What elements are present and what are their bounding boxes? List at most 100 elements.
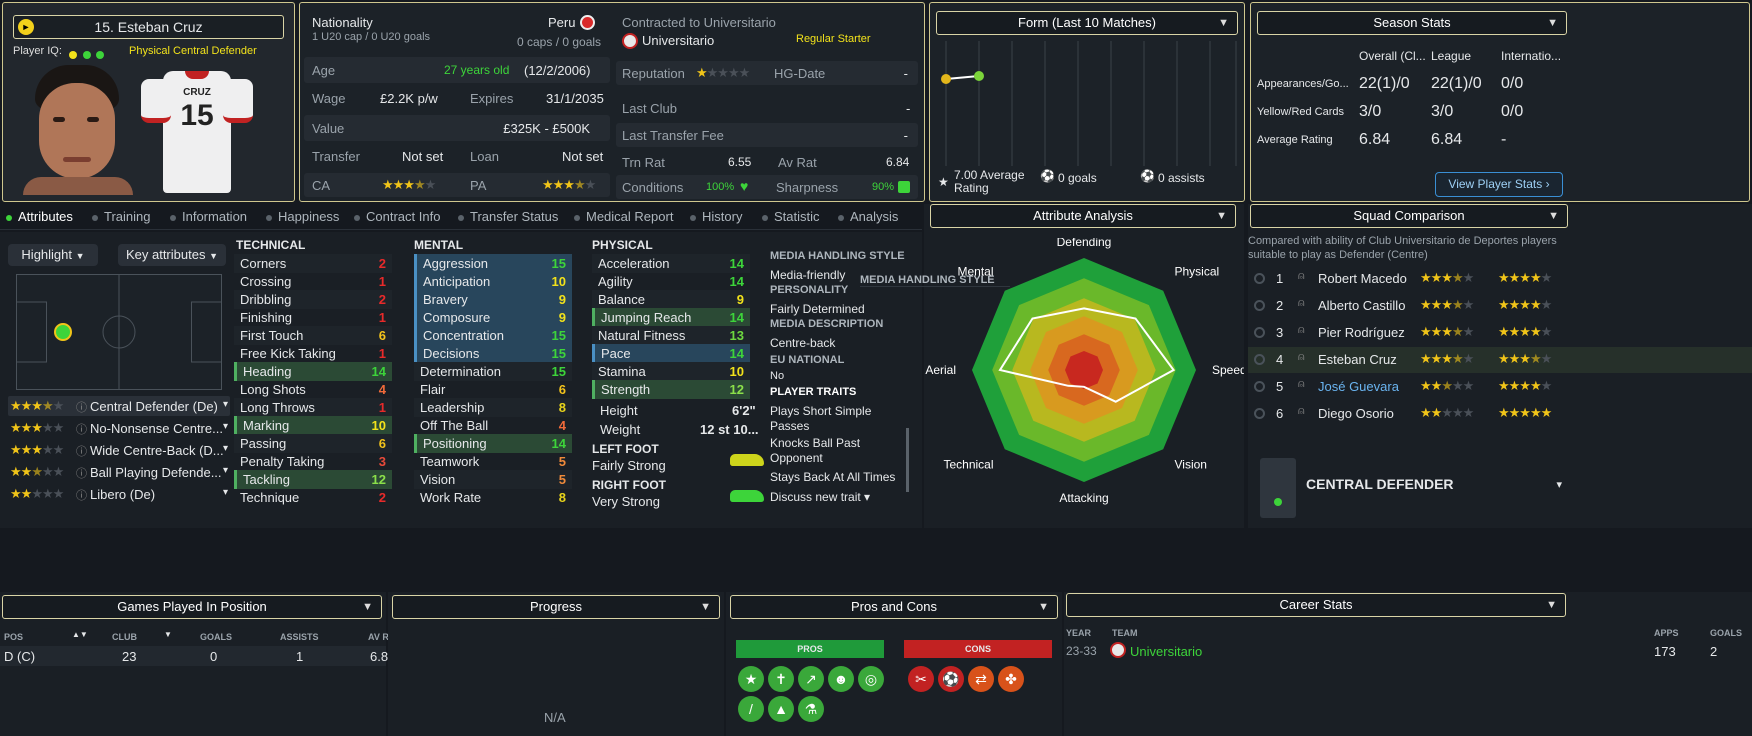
squad-pa-stars: ★★★★★ — [1498, 324, 1552, 339]
left-foot: Fairly Strong — [592, 458, 666, 473]
eu-national-heading: EU NATIONAL — [770, 354, 845, 366]
boot-pro-icon[interactable]: / — [738, 696, 764, 722]
flask-pro-icon[interactable]: ⚗ — [798, 696, 824, 722]
squad-rank: 4 — [1276, 352, 1284, 367]
highlight-dropdown[interactable]: Highlight ▼ — [8, 244, 98, 266]
position-row[interactable]: ★★★★★ ⓘ Central Defender (De) ▾ — [8, 396, 230, 416]
sort-down-icon[interactable]: ▼ — [164, 630, 172, 639]
attribute-name: Positioning — [423, 436, 487, 451]
cross-pro-icon[interactable]: ✝ — [768, 666, 794, 692]
attribute-value: 10 — [371, 418, 386, 433]
cone-pro-icon[interactable]: ▲ — [768, 696, 794, 722]
attribute-name: Pace — [601, 346, 631, 361]
wrench-con-icon[interactable]: ✂ — [908, 666, 934, 692]
position-row[interactable]: ★★★★★ ⓘ Ball Playing Defende... ▾ — [10, 464, 228, 480]
squad-ca-stars: ★★★★★ — [1420, 297, 1474, 312]
pros-cons-header[interactable]: Pros and Cons ▼ — [730, 595, 1058, 619]
view-player-stats-button[interactable]: View Player Stats › — [1435, 172, 1563, 197]
attribute-name: Passing — [240, 436, 287, 451]
squad-player-name[interactable]: Alberto Castillo — [1318, 298, 1406, 313]
attribute-row: Heading 14 — [234, 362, 392, 381]
tab-analysis[interactable]: Analysis — [838, 209, 898, 224]
tab-happiness[interactable]: Happiness — [266, 209, 339, 224]
tab-statistic[interactable]: Statistic — [762, 209, 820, 224]
squad-rank: 5 — [1276, 379, 1284, 394]
career-team[interactable]: Universitario — [1130, 644, 1203, 659]
squad-row[interactable]: 3 ⍝ Pier Rodríguez ★★★★★ ★★★★★ — [1248, 320, 1752, 346]
discuss-trait-button[interactable]: Discuss new trait ▾ — [770, 490, 871, 504]
sort-icon[interactable]: ▲▼ — [72, 630, 88, 639]
progress-header[interactable]: Progress ▼ — [392, 595, 720, 619]
squad-header[interactable]: Squad Comparison ▼ — [1250, 204, 1568, 228]
head-pro-icon[interactable]: ☻ — [828, 666, 854, 692]
radio-icon[interactable] — [1254, 381, 1265, 392]
squad-row[interactable]: 2 ⍝ Alberto Castillo ★★★★★ ★★★★★ — [1248, 293, 1752, 319]
tab-training[interactable]: Training — [92, 209, 150, 224]
radar-label-technical: Technical — [943, 458, 993, 472]
squad-rank: 1 — [1276, 271, 1284, 286]
tab-information[interactable]: Information — [170, 209, 247, 224]
attribute-value: 9 — [558, 292, 566, 307]
value-row: Value £325K - £500K — [304, 115, 610, 141]
attribute-row: Work Rate 8 — [414, 488, 572, 507]
tab-attributes[interactable]: Attributes — [6, 209, 73, 224]
attribute-value: 15 — [551, 256, 566, 271]
star-pro-icon[interactable]: ★ — [738, 666, 764, 692]
iq-dots — [69, 47, 105, 62]
position-row[interactable]: ★★★★★ ⓘ Libero (De) ▾ — [10, 486, 228, 502]
squad-row[interactable]: 5 ⍝ José Guevara ★★★★★ ★★★★★ — [1248, 374, 1752, 400]
analysis-header[interactable]: Attribute Analysis ▼ — [930, 204, 1236, 228]
traits-scrollbar[interactable] — [906, 428, 909, 492]
pass-con-icon[interactable]: ⇄ — [968, 666, 994, 692]
attribute-row: Teamwork 5 — [414, 452, 572, 471]
key-attributes-dropdown[interactable]: Key attributes ▼ — [118, 244, 226, 266]
club-crest-icon — [622, 33, 638, 49]
squad-row[interactable]: 6 ⍝ Diego Osorio ★★★★★ ★★★★★ — [1248, 401, 1752, 427]
kick-con-icon[interactable]: ✤ — [998, 666, 1024, 692]
shirt-number: 15 — [180, 99, 214, 132]
radio-icon[interactable] — [1254, 408, 1265, 419]
radio-icon[interactable] — [1254, 300, 1265, 311]
attribute-row: Aggression 15 — [414, 254, 572, 273]
radio-icon[interactable] — [1254, 273, 1265, 284]
attribute-name: Composure — [423, 310, 491, 325]
tab-contract-info[interactable]: Contract Info — [354, 209, 440, 224]
player-trait[interactable]: Knocks Ball Past Opponent — [770, 436, 861, 465]
radar-label-physical: Physical — [1175, 265, 1220, 279]
career-header[interactable]: Career Stats ▼ — [1066, 593, 1566, 617]
player-trait[interactable]: Stays Back At All Times — [770, 470, 896, 484]
tab-transfer-status[interactable]: Transfer Status — [458, 209, 558, 224]
chart-pro-icon[interactable]: ↗ — [798, 666, 824, 692]
squad-player-name[interactable]: Pier Rodríguez — [1318, 325, 1405, 340]
target-pro-icon[interactable]: ◎ — [858, 666, 884, 692]
name-box[interactable]: ► 15. Esteban Cruz — [13, 15, 284, 39]
value: £325K - £500K — [503, 121, 590, 136]
ball-con-icon[interactable]: ⚽ — [938, 666, 964, 692]
position-card[interactable]: CENTRAL DEFENDER ▾ — [1250, 448, 1568, 520]
games-header[interactable]: Games Played In Position ▼ — [2, 595, 382, 619]
form-header[interactable]: Form (Last 10 Matches) ▼ — [936, 11, 1238, 35]
eu-national: No — [770, 370, 785, 382]
squad-row[interactable]: 4 ⍝ Esteban Cruz ★★★★★ ★★★★★ — [1248, 347, 1752, 373]
tab-history[interactable]: History — [690, 209, 742, 224]
personality-heading: PERSONALITY — [770, 284, 849, 296]
position-row[interactable]: ★★★★★ ⓘ Wide Centre-Back (D... ▾ — [10, 442, 228, 458]
attribute-name: Off The Ball — [420, 418, 489, 433]
squad-player-name[interactable]: José Guevara — [1318, 379, 1399, 394]
contract-label: Contracted to Universitario — [622, 15, 776, 30]
season-header[interactable]: Season Stats ▼ — [1257, 11, 1567, 35]
player-trait[interactable]: Plays Short Simple Passes — [770, 404, 872, 433]
radio-icon[interactable] — [1254, 354, 1265, 365]
squad-row[interactable]: 1 ⍝ Robert Macedo ★★★★★ ★★★★★ — [1248, 266, 1752, 292]
position-row[interactable]: ★★★★★ ⓘ No-Nonsense Centre... ▾ — [10, 420, 228, 436]
squad-player-name[interactable]: Robert Macedo — [1318, 271, 1407, 286]
tab-medical-report[interactable]: Medical Report — [574, 209, 673, 224]
training-rating: 6.55 — [728, 155, 752, 169]
squad-player-name[interactable]: Esteban Cruz — [1318, 352, 1397, 367]
person-icon: ⍝ — [1298, 378, 1305, 390]
radio-icon[interactable] — [1254, 327, 1265, 338]
squad-player-name[interactable]: Diego Osorio — [1318, 406, 1394, 421]
chevron-down-icon: ▼ — [700, 601, 711, 613]
attribute-name: Leadership — [420, 400, 485, 415]
attribute-row: Agility 14 — [592, 272, 750, 291]
